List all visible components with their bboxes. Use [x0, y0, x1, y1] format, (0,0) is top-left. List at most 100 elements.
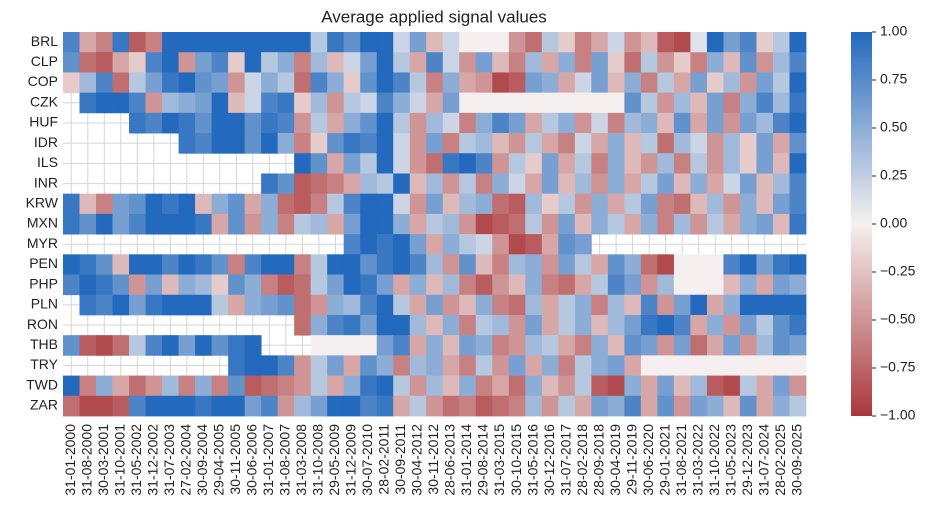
- heatmap-cell: [294, 294, 312, 316]
- heatmap-cell: [261, 254, 279, 275]
- heatmap-cell: [195, 52, 212, 73]
- x-tick-label: 28-02-2011: [376, 424, 392, 495]
- heatmap-cell: [310, 335, 328, 356]
- heatmap-cell: [624, 314, 642, 336]
- heatmap-cell: [739, 254, 757, 275]
- heatmap-cell: [789, 355, 807, 376]
- heatmap-cell: [574, 72, 592, 94]
- heatmap-cell: [327, 213, 345, 235]
- heatmap-cell: [723, 173, 741, 195]
- heatmap-cell: [525, 213, 543, 235]
- heatmap-cell: [261, 395, 279, 417]
- heatmap-cell: [261, 92, 279, 114]
- heatmap-cell: [591, 72, 609, 94]
- heatmap-cell: [475, 52, 493, 73]
- heatmap-cell: [690, 335, 708, 356]
- heatmap-cell: [294, 133, 312, 154]
- heatmap-cell: [541, 153, 559, 174]
- heatmap-cell: [178, 52, 196, 73]
- colorbar-tick-label: 1.00: [880, 23, 907, 39]
- heatmap-cell: [508, 92, 526, 114]
- heatmap-cell: [228, 32, 246, 53]
- heatmap-cell: [79, 375, 97, 397]
- heatmap-cell: [459, 234, 477, 255]
- heatmap-cell: [162, 274, 179, 296]
- x-tick-label: 28-02-2025: [772, 424, 788, 496]
- heatmap-cell: [244, 193, 262, 215]
- heatmap-cell: [492, 213, 510, 235]
- heatmap-cell: [376, 375, 394, 397]
- heatmap-cell: [178, 375, 196, 397]
- heatmap-cell: [310, 375, 328, 397]
- heatmap-cell: [492, 335, 510, 356]
- heatmap-cell: [607, 375, 625, 397]
- heatmap-cell: [112, 254, 130, 275]
- heatmap-cell: [376, 153, 394, 174]
- heatmap-cell: [756, 335, 774, 356]
- heatmap-cell: [574, 112, 592, 134]
- heatmap-cell: [525, 133, 543, 154]
- heatmap-cell: [558, 133, 576, 154]
- heatmap-cell: [756, 213, 774, 235]
- y-tick-label: MYR: [27, 235, 58, 251]
- heatmap-cell: [541, 213, 559, 235]
- x-tick-label: 31-12-2002: [145, 424, 161, 496]
- heatmap-cell: [294, 32, 312, 53]
- heatmap-cell: [574, 395, 592, 417]
- y-tick-label: ILS: [37, 154, 58, 170]
- heatmap-cell: [96, 193, 113, 215]
- heatmap-cell: [79, 274, 97, 296]
- heatmap-cell: [393, 213, 411, 235]
- heatmap-cell: [63, 274, 80, 296]
- heatmap-cell: [63, 395, 80, 417]
- heatmap-cell: [673, 193, 691, 215]
- heatmap-cell: [343, 335, 361, 356]
- heatmap-cell: [558, 355, 576, 376]
- x-tick-label: 30-09-2025: [788, 424, 804, 496]
- heatmap-cell: [96, 213, 113, 235]
- heatmap-cell: [228, 92, 246, 114]
- heatmap-cell: [475, 335, 493, 356]
- heatmap-cell: [327, 395, 345, 417]
- heatmap-cell: [756, 92, 774, 114]
- heatmap-cell: [459, 112, 477, 134]
- heatmap-cell: [195, 112, 212, 134]
- heatmap-cell: [459, 355, 477, 376]
- heatmap-cell: [162, 112, 179, 134]
- heatmap-cell: [162, 213, 179, 235]
- heatmap-cell: [211, 72, 229, 94]
- heatmap-cell: [277, 52, 295, 73]
- heatmap-cell: [706, 274, 724, 296]
- heatmap-cell: [607, 193, 625, 215]
- heatmap-cell: [657, 72, 675, 94]
- heatmap-cell: [79, 213, 97, 235]
- heatmap-cell: [723, 133, 741, 154]
- heatmap-cell: [475, 153, 493, 174]
- heatmap-cell: [426, 234, 444, 255]
- heatmap-cell: [508, 254, 526, 275]
- x-tick-label: 31-10-2022: [706, 424, 722, 496]
- heatmap-cell: [723, 335, 741, 356]
- heatmap-cell: [591, 274, 609, 296]
- heatmap-cell: [657, 133, 675, 154]
- heatmap-cell: [789, 375, 807, 397]
- heatmap-cell: [327, 32, 345, 53]
- x-tick-label: 30-06-2020: [640, 424, 656, 496]
- heatmap-cell: [261, 294, 279, 316]
- heatmap-cell: [178, 294, 196, 316]
- heatmap-cell: [360, 92, 378, 114]
- heatmap-cell: [277, 213, 295, 235]
- heatmap-cell: [756, 375, 774, 397]
- heatmap-cell: [442, 72, 460, 94]
- x-tick-label: 30-07-2010: [359, 424, 375, 496]
- heatmap-cell: [789, 32, 807, 53]
- heatmap-cell: [789, 72, 807, 94]
- heatmap-cell: [459, 254, 477, 275]
- heatmap-cell: [492, 234, 510, 255]
- heatmap-cell: [360, 112, 378, 134]
- heatmap-cell: [393, 294, 411, 316]
- heatmap-cell: [673, 133, 691, 154]
- heatmap-cell: [591, 213, 609, 235]
- heatmap-cell: [624, 52, 642, 73]
- x-tick-label: 27-02-2004: [178, 424, 194, 496]
